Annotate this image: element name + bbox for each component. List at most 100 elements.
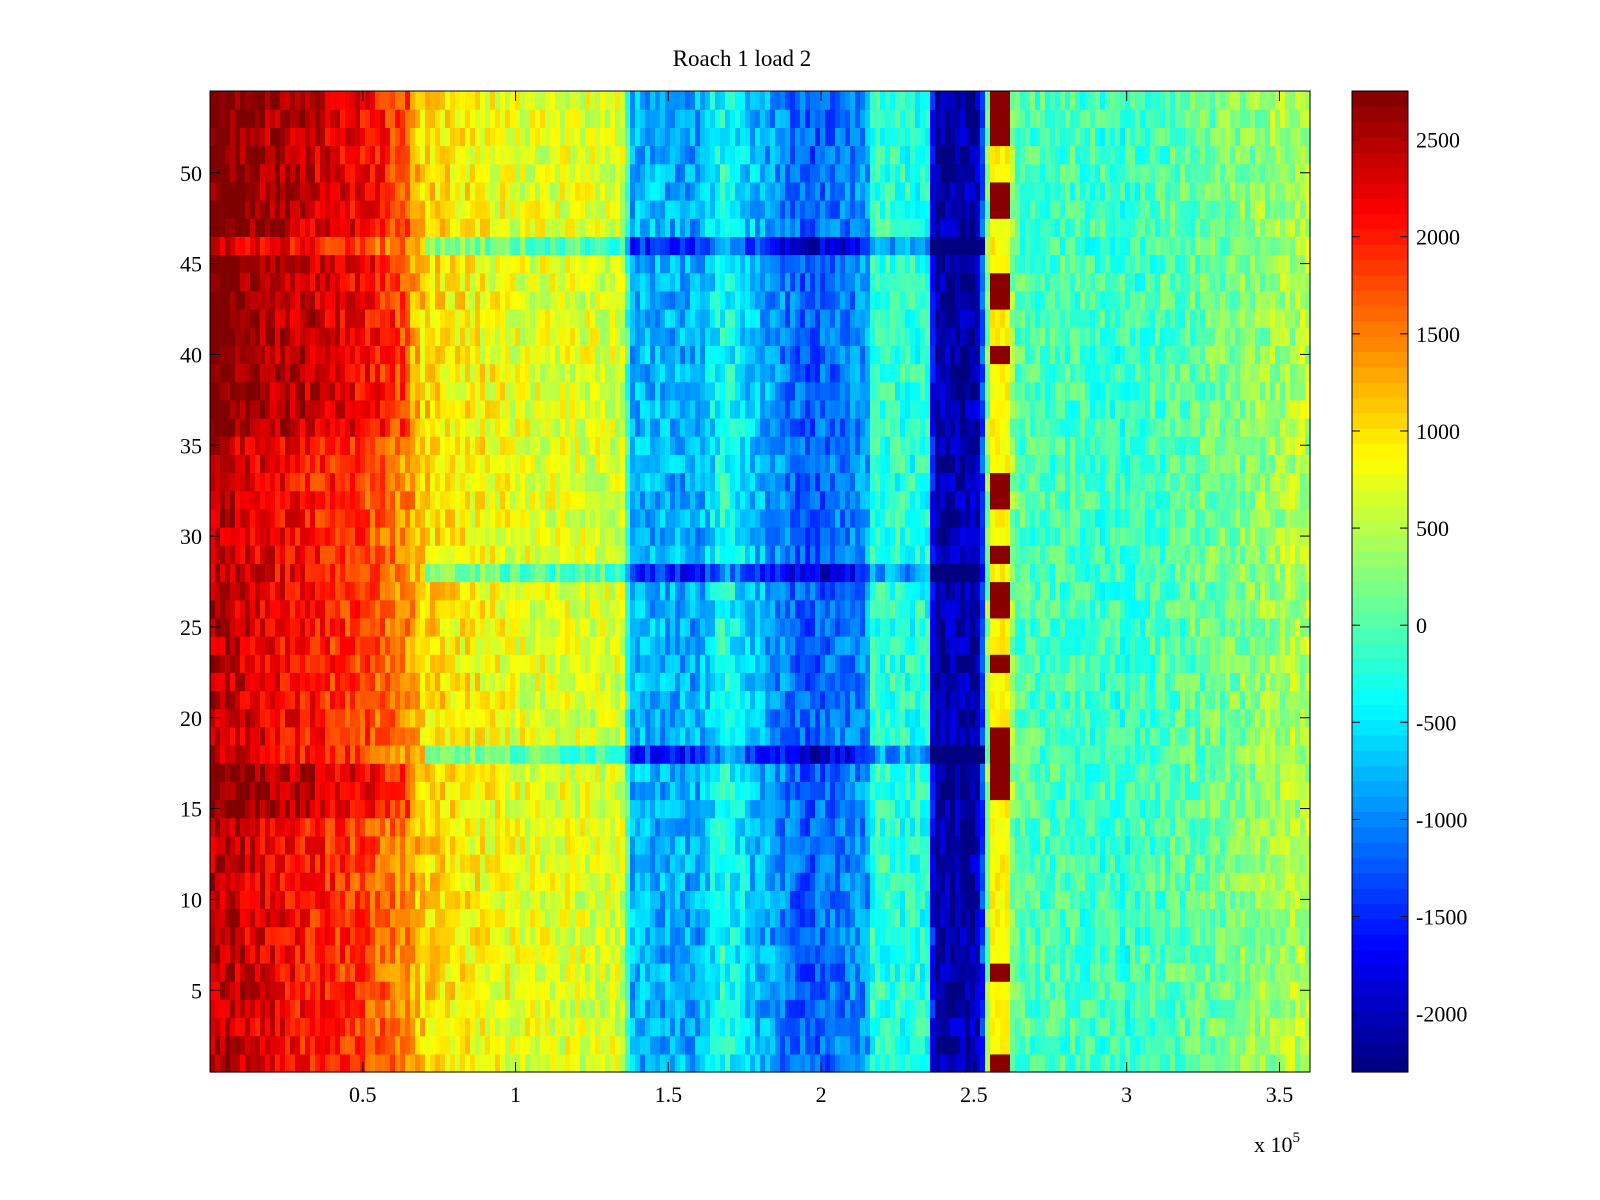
heatmap-cell [740, 999, 746, 1019]
heatmap-cell [995, 672, 1001, 692]
heatmap-cell [1250, 672, 1256, 692]
heatmap-cell [610, 690, 616, 710]
heatmap-cell [565, 817, 571, 837]
heatmap-cell [605, 963, 611, 982]
heatmap-cell [1140, 708, 1146, 728]
heatmap-cell [380, 799, 386, 819]
heatmap-cell [1160, 835, 1166, 855]
heatmap-cell [1195, 817, 1201, 837]
heatmap-cell [735, 1017, 741, 1037]
heatmap-cell [1075, 890, 1081, 910]
heatmap-cell [725, 690, 731, 710]
heatmap-cell [440, 799, 446, 819]
heatmap-cell [345, 999, 351, 1019]
heatmap-cell [1265, 1053, 1271, 1073]
heatmap-cell [1270, 708, 1276, 728]
heatmap-cell [830, 872, 836, 891]
heatmap-cell [605, 745, 611, 764]
heatmap-cell [295, 926, 301, 946]
heatmap-cell [360, 999, 366, 1019]
heatmap-cell [485, 854, 491, 873]
heatmap-cell [640, 944, 646, 964]
heatmap-cell [1065, 799, 1071, 819]
heatmap-cell [1055, 1035, 1061, 1055]
heatmap-cell [730, 908, 736, 928]
heatmap-cell [885, 690, 891, 710]
heatmap-cell [1245, 708, 1251, 728]
heatmap-cell [1250, 908, 1256, 928]
heatmap-cell [375, 872, 381, 891]
heatmap-cell [1305, 944, 1311, 964]
heatmap-cell [1145, 890, 1151, 910]
heatmap-cell [1045, 763, 1051, 782]
heatmap-cell [280, 781, 286, 801]
heatmap-cell [520, 835, 526, 855]
heatmap-cell [215, 963, 221, 982]
heatmap-cell [325, 690, 331, 710]
heatmap-cell [1230, 835, 1236, 855]
heatmap-cell [1120, 981, 1126, 1000]
heatmap-cell [1120, 726, 1126, 746]
heatmap-cell [1005, 999, 1011, 1019]
heatmap-cell [960, 835, 966, 855]
heatmap-cell [490, 1035, 496, 1055]
heatmap-cell [335, 908, 341, 928]
heatmap-cell [805, 799, 811, 819]
heatmap-cell [1170, 926, 1176, 946]
heatmap-cell [620, 708, 626, 728]
heatmap-cell [1035, 872, 1041, 891]
heatmap-cell [675, 672, 681, 692]
heatmap-cell [1240, 999, 1246, 1019]
heatmap-cell [900, 672, 906, 692]
heatmap-cell [1060, 672, 1066, 692]
heatmap-cell [775, 672, 781, 692]
heatmap-cell [950, 690, 956, 710]
heatmap-cell [445, 835, 451, 855]
heatmap-cell [1280, 690, 1286, 710]
heatmap-cell [870, 1035, 876, 1055]
heatmap-cell [470, 981, 476, 1000]
heatmap-cell [290, 890, 296, 910]
heatmap-cell [800, 963, 806, 982]
heatmap-cell [320, 1017, 326, 1037]
heatmap-cell [765, 672, 771, 692]
heatmap-cell [950, 654, 956, 673]
heatmap-cell [425, 672, 431, 692]
heatmap-cell [905, 781, 911, 801]
heatmap-cell [1140, 944, 1146, 964]
heatmap-cell [985, 854, 991, 873]
heatmap-cell [1265, 817, 1271, 837]
heatmap-cell [1150, 745, 1156, 764]
heatmap-cell [300, 908, 306, 928]
heatmap-cell [1265, 872, 1271, 891]
heatmap-cell [930, 963, 936, 982]
heatmap-cell [525, 872, 531, 891]
heatmap-cell [595, 1017, 601, 1037]
heatmap-cell [265, 963, 271, 982]
heatmap-cell [895, 708, 901, 728]
heatmap-cell [505, 745, 511, 764]
heatmap-cell [590, 763, 596, 782]
heatmap-cell [1225, 999, 1231, 1019]
heatmap-cell [595, 708, 601, 728]
heatmap-cell [1100, 799, 1106, 819]
heatmap-cell [300, 781, 306, 801]
heatmap-cell [1070, 963, 1076, 982]
heatmap-cell [285, 890, 291, 910]
heatmap-cell [945, 999, 951, 1019]
heatmap-cell [1005, 781, 1011, 801]
heatmap-cell [1190, 781, 1196, 801]
heatmap-cell [430, 999, 436, 1019]
heatmap-cell [705, 835, 711, 855]
heatmap-cell [575, 854, 581, 873]
heatmap-cell [1295, 708, 1301, 728]
heatmap-cell [700, 781, 706, 801]
heatmap-cell [830, 999, 836, 1019]
heatmap-cell [1055, 763, 1061, 782]
heatmap-cell [755, 817, 761, 837]
heatmap-cell [515, 726, 521, 746]
heatmap-cell [455, 799, 461, 819]
heatmap-cell [930, 835, 936, 855]
heatmap-cell [815, 872, 821, 891]
heatmap-cell [520, 854, 526, 873]
